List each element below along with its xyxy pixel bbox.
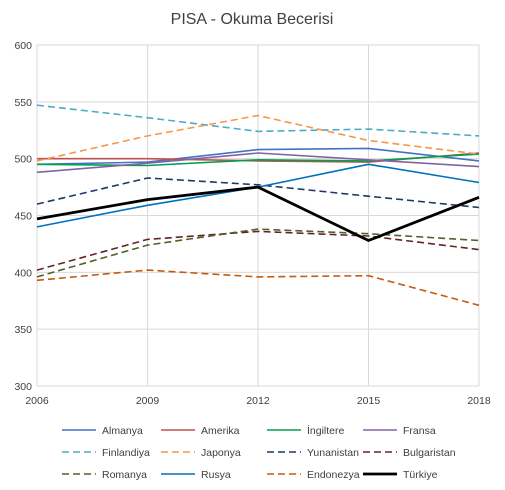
legend-item: Japonya xyxy=(161,447,241,459)
x-tick-label: 2012 xyxy=(246,395,270,407)
series-line-romanya xyxy=(36,228,480,278)
series-line-japonya xyxy=(36,114,480,162)
legend-item: Bulgaristan xyxy=(363,447,456,459)
legend-label: Fransa xyxy=(403,425,436,437)
legend-label: Amerika xyxy=(201,425,240,437)
series-line-endonezya xyxy=(36,269,480,307)
x-tick-label: 2015 xyxy=(357,395,381,407)
series-line-türkiye xyxy=(36,185,480,242)
y-tick-label: 350 xyxy=(14,324,32,336)
series-line-i̇ngiltere xyxy=(36,153,480,167)
gridlines xyxy=(36,44,480,387)
legend-label: Finlandiya xyxy=(102,447,150,459)
y-tick-label: 400 xyxy=(14,267,32,279)
legend-item: Fransa xyxy=(363,425,436,437)
legend-label: Almanya xyxy=(102,425,143,437)
legend-item: Endonezya xyxy=(267,469,360,481)
y-tick-label: 550 xyxy=(14,97,32,109)
legend-label: İngiltere xyxy=(307,424,345,437)
y-tick-label: 300 xyxy=(14,381,32,393)
series-lines xyxy=(36,104,480,307)
y-tick-label: 450 xyxy=(14,211,32,223)
y-axis-ticks: 300 350 400 450 500 550 600 xyxy=(14,40,32,393)
series-line-fransa xyxy=(36,152,480,174)
legend-label: Rusya xyxy=(201,469,231,481)
series-line-yunanistan xyxy=(36,177,480,209)
legend-label: Yunanistan xyxy=(307,447,359,459)
legend-label: Japonya xyxy=(201,447,241,459)
legend-label: Endonezya xyxy=(307,469,360,481)
legend: Almanya Amerika İngiltere Fransa Finlandiya J… xyxy=(62,424,456,481)
legend-item: Türkiye xyxy=(363,469,438,481)
legend-item: Romanya xyxy=(62,469,147,481)
y-tick-label: 500 xyxy=(14,154,32,166)
legend-item: Finlandiya xyxy=(62,447,150,459)
x-tick-label: 2018 xyxy=(467,395,491,407)
series-line-finlandiya xyxy=(36,104,480,137)
legend-label: Türkiye xyxy=(403,469,438,481)
x-axis-ticks: 2006 2009 2012 2015 2018 xyxy=(25,395,491,407)
x-tick-label: 2009 xyxy=(136,395,160,407)
legend-item: Rusya xyxy=(161,469,231,481)
legend-item: Amerika xyxy=(161,425,240,437)
chart-title: PISA - Okuma Becerisi xyxy=(171,11,334,28)
x-tick-label: 2006 xyxy=(25,395,49,407)
series-line-bulgaristan xyxy=(36,230,480,271)
legend-label: Romanya xyxy=(102,469,147,481)
legend-label: Bulgaristan xyxy=(403,447,456,459)
series-line-almanya xyxy=(36,147,480,166)
legend-item: Yunanistan xyxy=(267,447,359,459)
legend-item: Almanya xyxy=(62,425,143,437)
y-tick-label: 600 xyxy=(14,40,32,52)
legend-item: İngiltere xyxy=(267,424,345,437)
